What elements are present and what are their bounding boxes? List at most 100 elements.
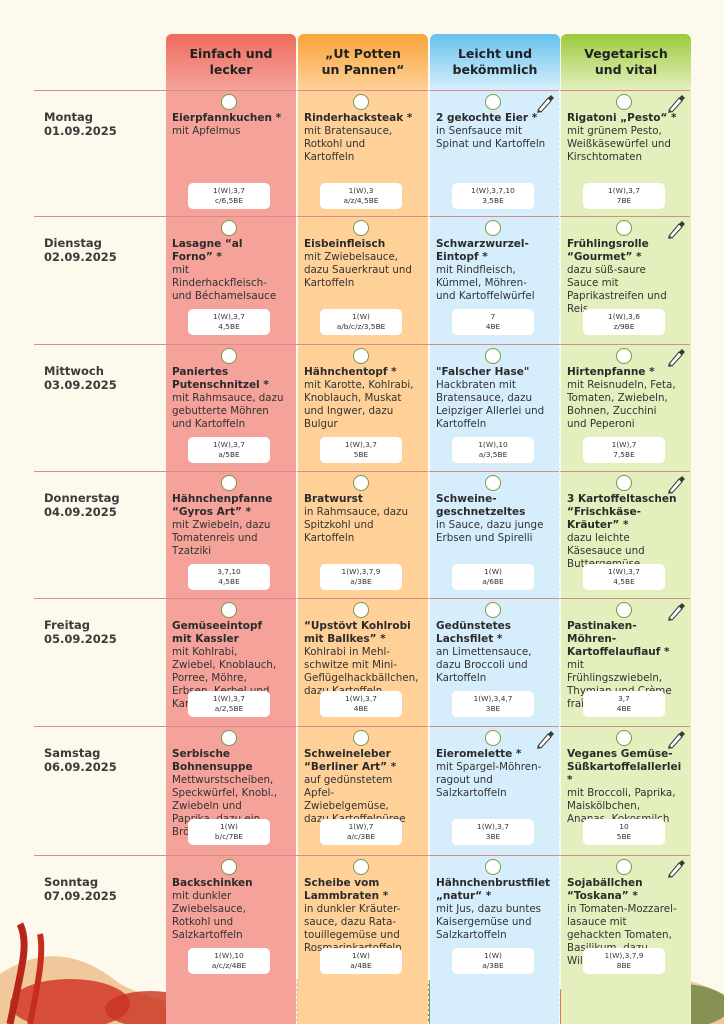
pen-icon	[665, 600, 687, 622]
select-checkbox[interactable]	[485, 348, 501, 364]
allergen-box: 1(W),3,4,7 3BE	[452, 691, 534, 717]
meal-cell: Gemüseeintopf mit Kassler mit Kohlrabi, Z…	[166, 598, 296, 725]
meal-description: mit Rinderhackfleisch- und Béchamelsauce	[172, 264, 277, 302]
bread-units: 4,5BE	[218, 577, 240, 586]
weekday: Sonntag	[44, 875, 99, 889]
day-label: Sonntag 07.09.2025	[44, 875, 162, 903]
pen-icon	[665, 728, 687, 750]
allergen-codes: 1(W),3,7	[345, 440, 377, 449]
select-checkbox[interactable]	[353, 475, 369, 491]
meal-title: Eierpfannkuchen *	[172, 112, 282, 124]
meal-title: Pastinaken-Möhren-Kartoffelauflauf *	[567, 620, 670, 658]
pen-icon	[665, 857, 687, 879]
meal-text: Veganes Gemüse-Süßkartoffelallerlei * mit…	[567, 748, 681, 826]
select-checkbox[interactable]	[485, 602, 501, 618]
bread-units: a/z/4,5BE	[343, 196, 379, 205]
select-checkbox[interactable]	[221, 475, 237, 491]
meal-description: in Rahmsauce, dazu Spitzkohl und Kartoff…	[304, 506, 408, 544]
bread-units: b/c/7BE	[214, 832, 244, 841]
meal-cell: Rigatoni „Pesto“ * mit grünem Pesto, Weiß…	[561, 90, 691, 217]
select-checkbox[interactable]	[616, 475, 632, 491]
select-checkbox[interactable]	[353, 220, 369, 236]
pen-icon	[534, 92, 556, 114]
meal-description: mit grünem Pesto, Weißkäsewürfel und Kir…	[567, 125, 671, 163]
allergen-box: 1(W),10 a/3,5BE	[452, 437, 534, 463]
select-checkbox[interactable]	[221, 348, 237, 364]
meal-cell: 3 Kartoffeltaschen “Frischkäse-Kräuter” …	[561, 471, 691, 598]
allergen-codes: 1(W)	[484, 951, 502, 960]
pen-icon	[665, 473, 687, 495]
meal-cell: Lasagne “al Forno” * mit Rinderhackfleisc…	[166, 216, 296, 343]
select-checkbox[interactable]	[616, 94, 632, 110]
select-checkbox[interactable]	[353, 730, 369, 746]
select-checkbox[interactable]	[353, 348, 369, 364]
meal-title: Rinderhacksteak *	[304, 112, 413, 124]
allergen-box: 1(W),3,7,9 8BE	[583, 948, 665, 974]
select-checkbox[interactable]	[616, 859, 632, 875]
meal-title: Bratwurst	[304, 493, 363, 505]
allergen-codes: 10	[619, 822, 629, 831]
bread-units: a/b/c/z/3,5BE	[336, 322, 386, 331]
allergen-codes: 1(W)	[484, 567, 502, 576]
meal-text: Frühlingsrolle “Gourmet” * dazu süß-saure…	[567, 238, 679, 316]
select-checkbox[interactable]	[221, 730, 237, 746]
meal-text: Hähnchentopf * mit Karotte, Kohlrabi, Kno…	[304, 366, 416, 431]
select-checkbox[interactable]	[353, 859, 369, 875]
select-checkbox[interactable]	[616, 602, 632, 618]
meal-title: Gedünstetes Lachsfilet *	[436, 620, 511, 645]
meal-cell: Rinderhacksteak * mit Bratensauce, Rotkoh…	[298, 90, 428, 217]
select-checkbox[interactable]	[616, 220, 632, 236]
weekday: Freitag	[44, 618, 91, 632]
select-checkbox[interactable]	[221, 94, 237, 110]
meal-cell: 2 gekochte Eier * in Senfsauce mit Spinat…	[430, 90, 560, 217]
meal-text: 2 gekochte Eier * in Senfsauce mit Spinat…	[436, 112, 548, 151]
bread-units: a/c/3BE	[346, 832, 375, 841]
bread-units: a/3,5BE	[478, 450, 508, 459]
bread-units: 5BE	[353, 450, 369, 459]
allergen-box: 7 4BE	[452, 309, 534, 335]
select-checkbox[interactable]	[616, 348, 632, 364]
select-checkbox[interactable]	[485, 475, 501, 491]
allergen-box: 1(W),7 7,5BE	[583, 437, 665, 463]
meal-cell: Pastinaken-Möhren-Kartoffelauflauf * mit …	[561, 598, 691, 725]
allergen-codes: 1(W),3,7	[213, 312, 245, 321]
meal-title: Frühlingsrolle “Gourmet” *	[567, 238, 649, 263]
bread-units: 4,5BE	[613, 577, 635, 586]
row-divider	[34, 344, 690, 345]
meal-title: Eieromelette *	[436, 748, 522, 760]
select-checkbox[interactable]	[353, 602, 369, 618]
select-checkbox[interactable]	[616, 730, 632, 746]
allergen-codes: 3,7	[618, 694, 630, 703]
bread-units: a/2,5BE	[214, 704, 244, 713]
select-checkbox[interactable]	[485, 859, 501, 875]
meal-title: Hirtenpfanne *	[567, 366, 655, 378]
meal-text: 3 Kartoffeltaschen “Frischkäse-Kräuter” …	[567, 493, 679, 571]
row-divider	[34, 726, 690, 727]
meal-cell: Hirtenpfanne * mit Reisnudeln, Feta, Toma…	[561, 344, 691, 471]
meal-title: Rigatoni „Pesto“ *	[567, 112, 677, 124]
select-checkbox[interactable]	[221, 859, 237, 875]
select-checkbox[interactable]	[221, 602, 237, 618]
bread-units: 3,5BE	[482, 196, 504, 205]
pen-icon	[665, 92, 687, 114]
meal-cell: Scheibe vom Lammbraten * in dunkler Kräut…	[298, 855, 428, 982]
meal-title: Schweineleber “Berliner Art” *	[304, 748, 397, 773]
allergen-codes: 1(W),10	[478, 440, 508, 449]
select-checkbox[interactable]	[221, 220, 237, 236]
meal-text: Pastinaken-Möhren-Kartoffelauflauf * mit …	[567, 620, 679, 711]
allergen-codes: 1(W),7	[611, 440, 637, 449]
meal-title: 2 gekochte Eier *	[436, 112, 538, 124]
meal-cell: Serbische Bohnensuppe Mettwurstscheiben, …	[166, 726, 296, 853]
meal-cell: Eierpfannkuchen * mit Apfelmus 1(W),3,7 c/6…	[166, 90, 296, 217]
select-checkbox[interactable]	[485, 730, 501, 746]
allergen-codes: 1(W),10	[214, 951, 244, 960]
select-checkbox[interactable]	[485, 220, 501, 236]
allergen-codes: 1(W),3,7	[345, 694, 377, 703]
select-checkbox[interactable]	[485, 94, 501, 110]
allergen-box: 1(W),3,7 7BE	[583, 183, 665, 209]
select-checkbox[interactable]	[353, 94, 369, 110]
day-label: Donnerstag 04.09.2025	[44, 491, 162, 519]
meal-cell: Sojabällchen “Toskana” * in Tomaten-Mozza…	[561, 855, 691, 982]
date: 06.09.2025	[44, 760, 117, 774]
meal-text: Rigatoni „Pesto“ * mit grünem Pesto, Weiß…	[567, 112, 679, 164]
